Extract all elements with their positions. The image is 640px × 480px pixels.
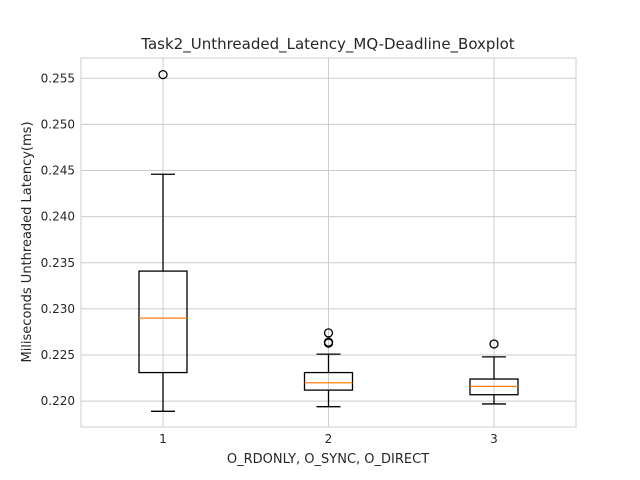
y-ticks: 0.220 0.225 0.230 0.235 0.240 0.245 0.250 0.255 [41, 71, 75, 408]
x-tick-label: 2 [325, 432, 333, 446]
iqr-box [138, 270, 188, 374]
y-tick-label: 0.230 [41, 302, 75, 316]
y-tick-label: 0.225 [41, 348, 75, 362]
y-tick-label: 0.245 [41, 164, 75, 178]
iqr-box [303, 371, 354, 391]
boxes [138, 69, 519, 412]
x-tick-label: 1 [159, 432, 167, 446]
box-3 [469, 339, 519, 405]
outlier-point [323, 337, 334, 347]
y-tick-label: 0.250 [41, 117, 75, 131]
y-axis-label: Miliseconds Unthreaded Latency(ms) [20, 121, 35, 362]
x-axis-label: O_RDONLY, O_SYNC, O_DIRECT [227, 452, 429, 467]
chart-title: Task2_Unthreaded_Latency_MQ-Deadline_Box… [140, 35, 515, 54]
y-tick-label: 0.255 [41, 71, 75, 85]
y-tick-label: 0.240 [41, 210, 75, 224]
box-2 [303, 328, 354, 408]
axes-frame [80, 57, 577, 428]
y-tick-label: 0.220 [41, 394, 75, 408]
x-ticks: 1 2 3 [159, 432, 498, 446]
outlier-point [158, 69, 168, 80]
outlier-point [489, 339, 499, 349]
x-tick-label: 3 [490, 432, 498, 446]
y-tick-label: 0.235 [41, 256, 75, 270]
box-1 [138, 69, 188, 412]
outlier-point [323, 328, 334, 338]
